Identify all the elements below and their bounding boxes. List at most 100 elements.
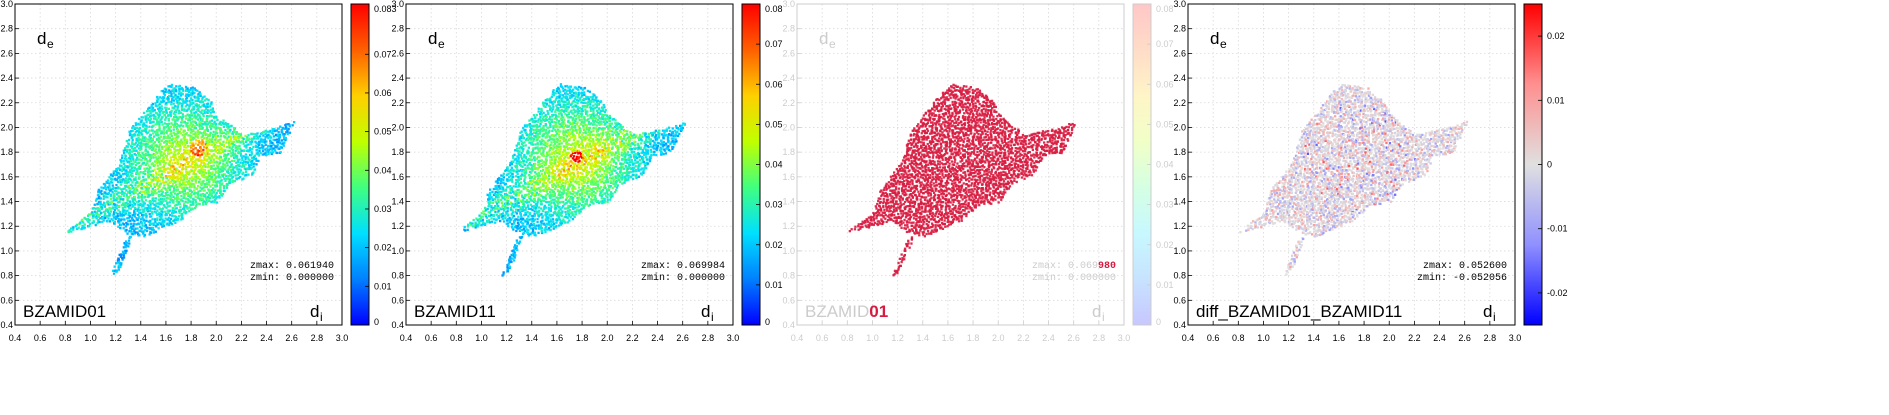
data-point [116, 201, 120, 204]
data-point [158, 123, 161, 126]
data-point [268, 145, 271, 148]
x-tick-label: 1.8 [185, 333, 198, 343]
data-point [528, 218, 531, 221]
data-point [107, 191, 111, 195]
data-point [539, 115, 542, 119]
data-point [520, 181, 523, 184]
data-point [263, 130, 266, 133]
data-point [578, 202, 581, 205]
data-point [544, 119, 547, 122]
data-point [544, 213, 547, 217]
data-point [515, 224, 518, 228]
data-point [254, 157, 258, 160]
data-point [162, 156, 165, 159]
data-point [533, 194, 536, 197]
data-point [193, 189, 196, 192]
data-point [152, 124, 155, 127]
data-point [147, 176, 151, 179]
data-point [155, 176, 158, 179]
data-point [252, 137, 256, 140]
data-point [515, 229, 518, 233]
data-point [212, 158, 215, 161]
data-point [484, 206, 487, 210]
data-point [546, 166, 549, 169]
data-point [166, 136, 169, 139]
data-point [542, 153, 545, 156]
data-point [506, 218, 510, 221]
data-point [158, 161, 161, 164]
data-point [545, 190, 548, 193]
data-point [132, 157, 135, 160]
data-point [242, 160, 246, 163]
data-point [549, 156, 552, 159]
data-point [176, 177, 180, 181]
data-point [183, 145, 186, 149]
data-point [126, 161, 129, 164]
data-point [124, 157, 127, 160]
data-point [165, 156, 168, 159]
data-point [507, 225, 510, 228]
data-point [566, 129, 570, 132]
data-point [214, 138, 217, 141]
data-point [206, 152, 209, 155]
data-point [199, 163, 202, 167]
data-point [527, 146, 530, 149]
data-point [513, 256, 516, 259]
data-point [549, 163, 553, 166]
data-point [481, 220, 484, 223]
data-point [143, 233, 147, 237]
data-point [158, 194, 161, 197]
data-point [251, 138, 254, 141]
data-point [237, 172, 241, 175]
data-point [559, 111, 562, 115]
data-point [488, 194, 492, 197]
data-point [169, 198, 172, 201]
data-point [269, 129, 272, 133]
data-point [142, 172, 145, 175]
data-point [166, 123, 169, 126]
data-point [131, 198, 134, 201]
data-point [166, 158, 169, 161]
data-point [178, 180, 181, 184]
data-point [208, 173, 211, 176]
data-point [504, 193, 508, 196]
data-point [504, 214, 507, 217]
data-point [194, 179, 197, 182]
data-point [490, 196, 493, 199]
data-point [161, 179, 165, 182]
data-point [125, 171, 128, 174]
data-point [123, 172, 127, 175]
data-point [472, 218, 475, 222]
data-point [184, 149, 187, 152]
data-point [553, 169, 557, 173]
data-point [194, 175, 197, 179]
data-point [177, 99, 180, 102]
data-point [257, 159, 260, 163]
data-point [234, 138, 238, 141]
data-point [124, 177, 128, 180]
data-point [139, 148, 142, 151]
data-point [536, 146, 539, 149]
data-point [231, 142, 234, 145]
data-point [547, 172, 551, 176]
data-point [133, 153, 136, 156]
data-point [559, 83, 563, 86]
dataset-name: BZAMID01 [23, 302, 106, 321]
data-point [75, 223, 78, 226]
data-point [125, 182, 128, 185]
data-point [128, 151, 131, 154]
data-point [133, 222, 136, 225]
data-point [270, 152, 273, 156]
data-point [252, 158, 256, 161]
data-point [127, 211, 131, 214]
data-point [504, 217, 507, 220]
data-point [537, 148, 540, 151]
data-point [208, 124, 212, 128]
data-point [116, 168, 119, 172]
data-point [130, 145, 133, 148]
data-point [561, 222, 564, 225]
data-point [137, 136, 140, 139]
data-point [528, 122, 532, 126]
data-point [141, 133, 144, 136]
data-point [499, 182, 502, 185]
